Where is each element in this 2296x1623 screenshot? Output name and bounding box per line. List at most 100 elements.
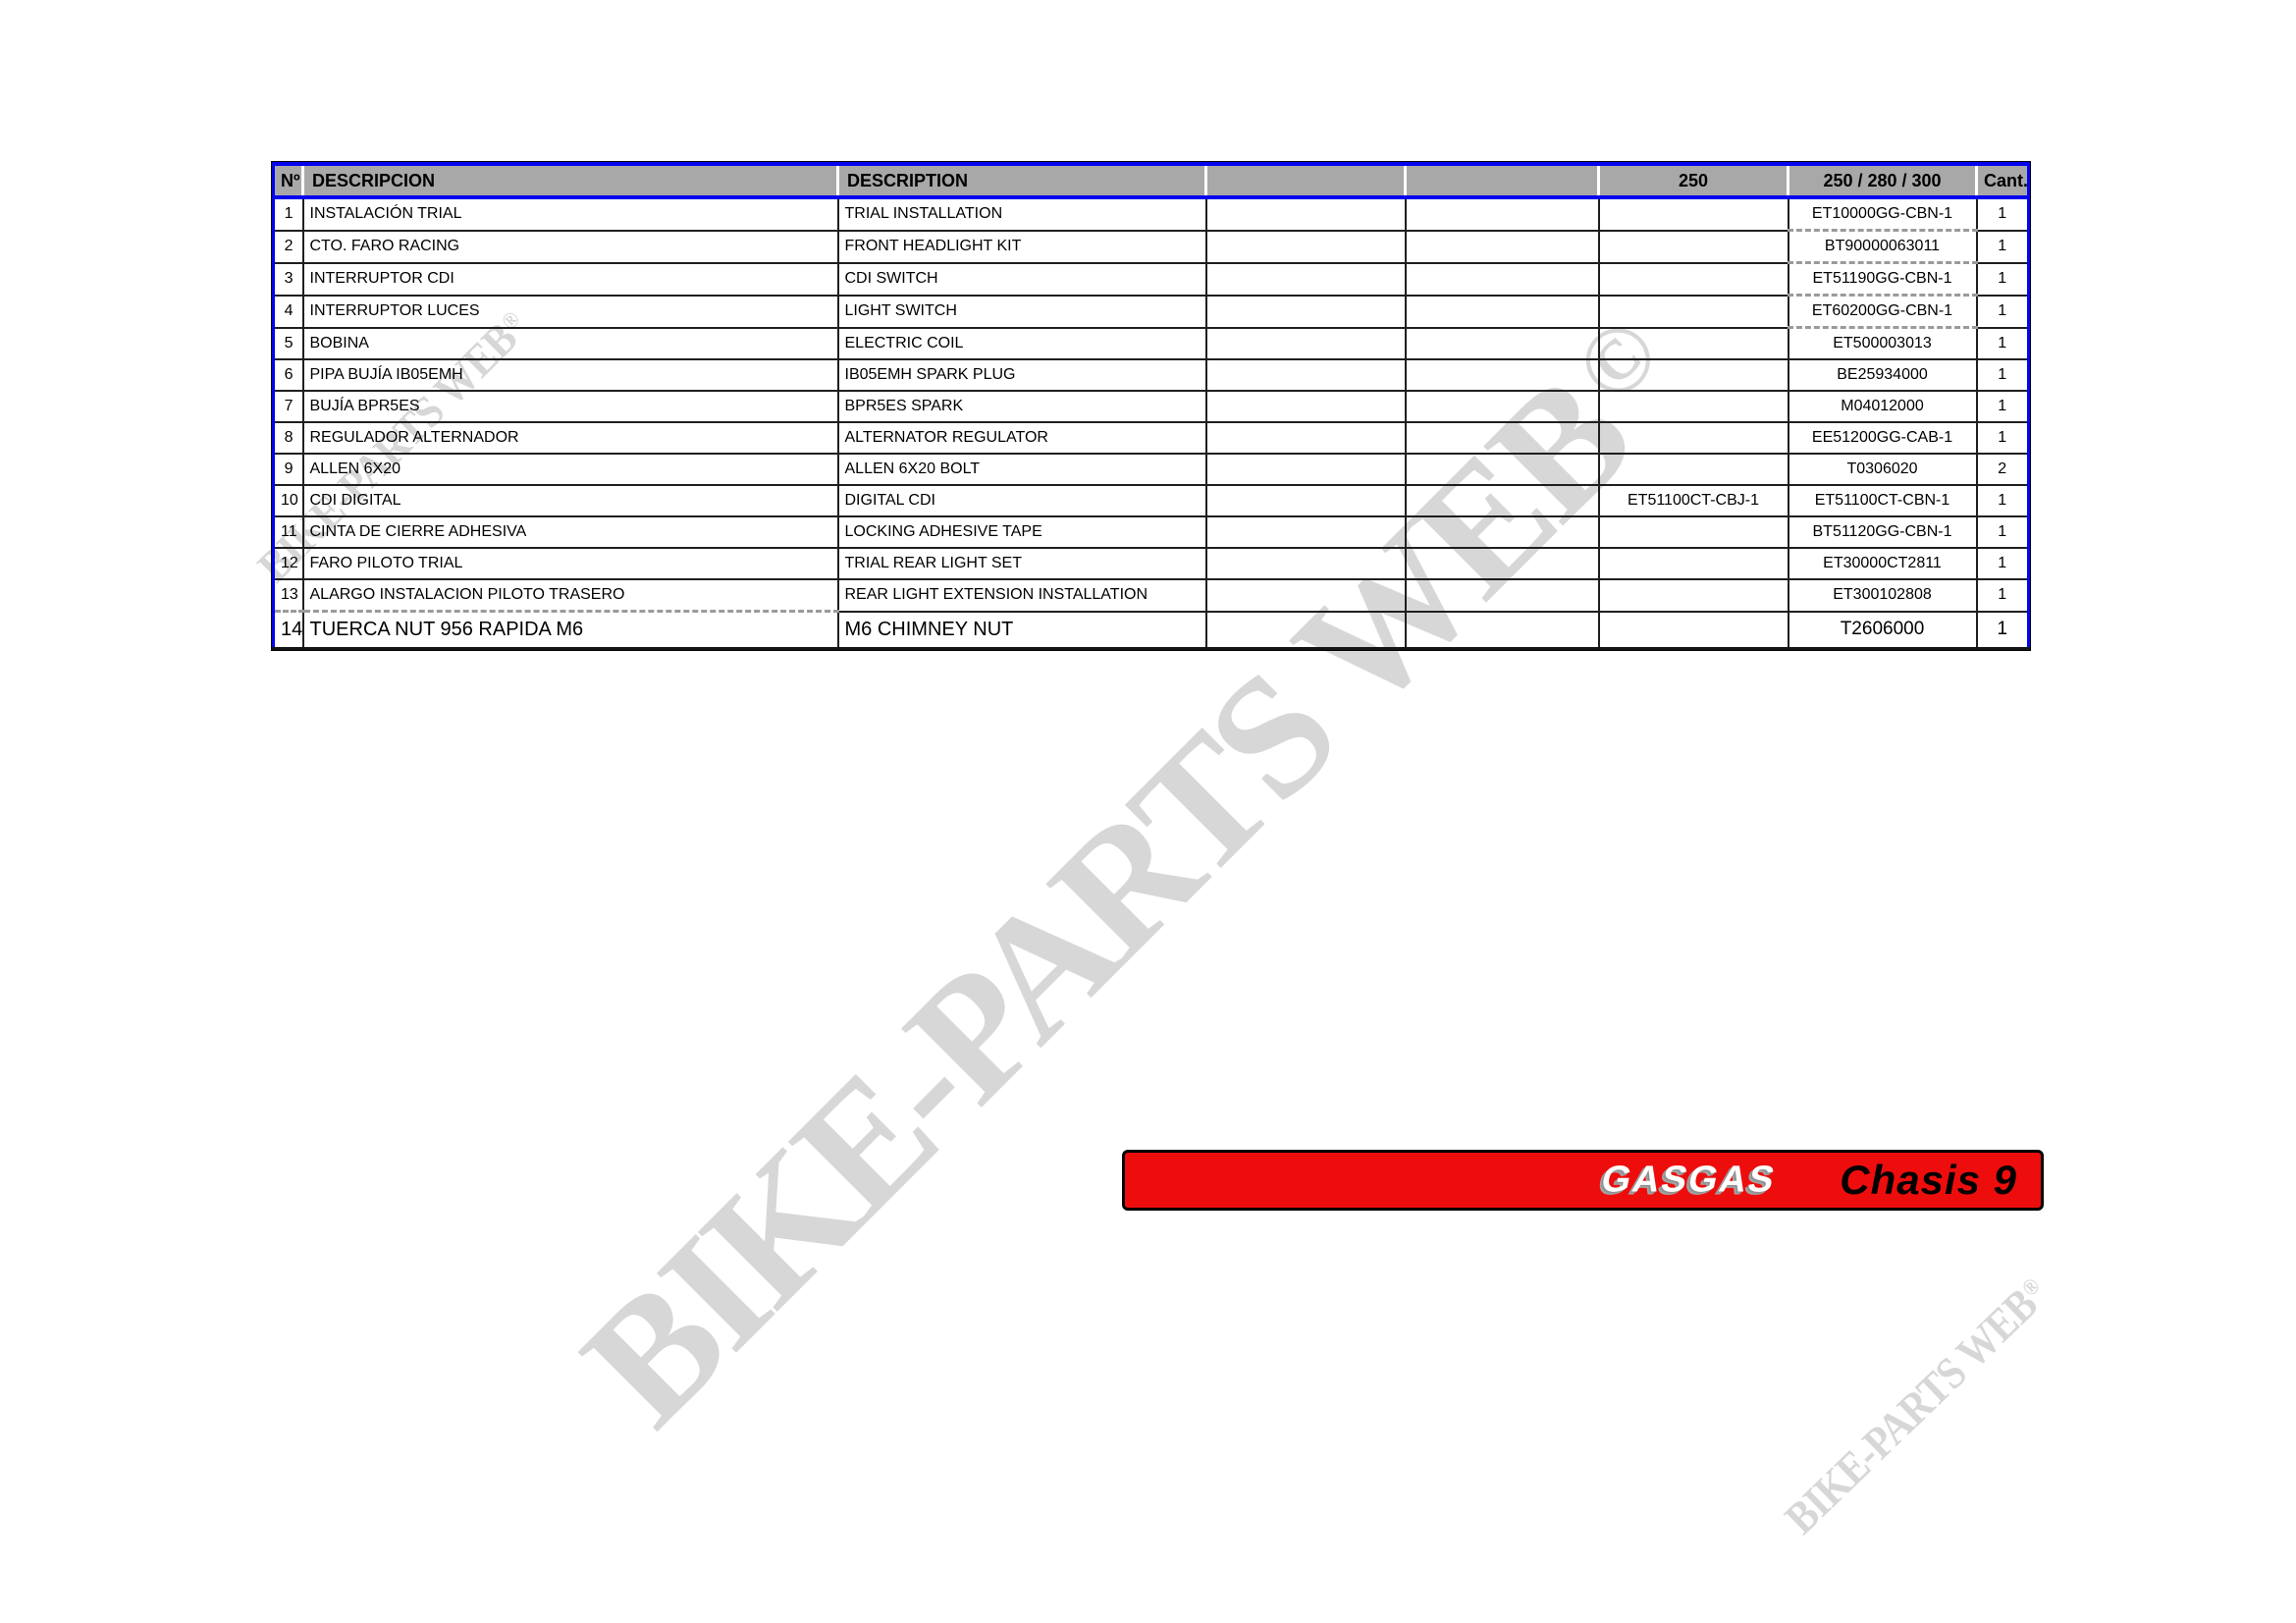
table-body: 1 INSTALACIÓN TRIAL TRIAL INSTALLATION ET10… — [272, 196, 2030, 650]
description-cell: BPR5ES SPARK — [836, 390, 1207, 423]
descripcion-cell: ALARGO INSTALACION PILOTO TRASERO — [301, 578, 839, 613]
ref-250-280-300-cell: BE25934000 — [1787, 358, 1978, 392]
gasgas-logo: GASGAS — [1597, 1159, 1781, 1201]
ref-250-cell — [1597, 358, 1789, 392]
watermark-text: BIKE-PARTS WEB — [1775, 1278, 2047, 1543]
table-row: 10 CDI DIGITAL DIGITAL CDI ET51100CT-CBJ-1 E… — [272, 484, 2030, 517]
descripcion-cell: INSTALACIÓN TRIAL — [301, 196, 839, 232]
brand-banner: GASGAS Chasis 9 — [1122, 1150, 2044, 1211]
col-header-number: Nº — [273, 162, 303, 199]
quantity-cell: 1 — [1975, 484, 2030, 517]
row-number-cell: 9 — [272, 453, 304, 486]
description-cell: FRONT HEADLIGHT KIT — [836, 229, 1207, 264]
quantity-cell: 1 — [1975, 358, 2030, 392]
descripcion-cell: INTERRUPTOR LUCES — [301, 294, 839, 329]
ref-250-280-300-cell: ET10000GG-CBN-1 — [1787, 196, 1978, 232]
table-row: 6 PIPA BUJÍA IB05EMH IB05EMH SPARK PLUG BE2… — [272, 358, 2030, 392]
blank-cell — [1204, 610, 1407, 650]
row-number-cell: 7 — [272, 390, 304, 423]
row-number-cell: 6 — [272, 358, 304, 392]
descripcion-cell: CTO. FARO RACING — [301, 229, 839, 264]
col-header-quantity: Cant. — [1975, 162, 2029, 199]
ref-250-cell — [1597, 547, 1789, 580]
blank-cell — [1204, 261, 1407, 297]
ref-250-280-300-cell: EE51200GG-CAB-1 — [1787, 421, 1978, 455]
description-cell: DIGITAL CDI — [836, 484, 1207, 517]
table-row: 14 TUERCA NUT 956 RAPIDA M6 M6 CHIMNEY NUT… — [272, 610, 2030, 650]
blank-cell — [1404, 515, 1600, 549]
blank-cell — [1404, 610, 1600, 650]
ref-250-280-300-cell: M04012000 — [1787, 390, 1978, 423]
blank-cell — [1404, 421, 1600, 455]
row-number-cell: 14 — [272, 610, 304, 650]
col-header-blank-2 — [1404, 162, 1599, 199]
description-cell: LOCKING ADHESIVE TAPE — [836, 515, 1207, 549]
ref-250-cell — [1597, 294, 1789, 329]
col-header-250: 250 — [1597, 162, 1789, 199]
blank-cell — [1204, 515, 1407, 549]
ref-250-cell: ET51100CT-CBJ-1 — [1597, 484, 1789, 517]
descripcion-cell: FARO PILOTO TRIAL — [301, 547, 839, 580]
row-number-cell: 3 — [272, 261, 304, 297]
quantity-cell: 1 — [1975, 196, 2030, 232]
quantity-cell: 1 — [1975, 326, 2030, 360]
descripcion-cell: INTERRUPTOR CDI — [301, 261, 839, 297]
table-row: 5 BOBINA ELECTRIC COIL ET500003013 1 — [272, 326, 2030, 360]
watermark-diagonal-bottom-right: BIKE-PARTS WEB® — [1775, 1268, 2057, 1543]
blank-cell — [1404, 547, 1600, 580]
blank-cell — [1204, 326, 1407, 360]
quantity-cell: 1 — [1975, 578, 2030, 613]
col-header-descripcion: DESCRIPCION — [301, 162, 838, 199]
row-number-cell: 1 — [272, 196, 304, 232]
ref-250-280-300-cell: ET30000CT2811 — [1787, 547, 1978, 580]
ref-250-280-300-cell: ET51100CT-CBN-1 — [1787, 484, 1978, 517]
description-cell: M6 CHIMNEY NUT — [836, 610, 1207, 650]
descripcion-cell: TUERCA NUT 956 RAPIDA M6 — [301, 610, 839, 650]
col-header-blank-1 — [1204, 162, 1406, 199]
ref-250-280-300-cell: ET500003013 — [1787, 326, 1978, 360]
table-row: 1 INSTALACIÓN TRIAL TRIAL INSTALLATION ET10… — [272, 196, 2030, 232]
table-row: 3 INTERRUPTOR CDI CDI SWITCH ET51190GG-CBN-… — [272, 261, 2030, 297]
quantity-cell: 1 — [1975, 547, 2030, 580]
descripcion-cell: REGULADOR ALTERNADOR — [301, 421, 839, 455]
blank-cell — [1204, 578, 1407, 613]
quantity-cell: 1 — [1975, 229, 2030, 264]
ref-250-280-300-cell: ET60200GG-CBN-1 — [1787, 294, 1978, 329]
description-cell: REAR LIGHT EXTENSION INSTALLATION — [836, 578, 1207, 613]
description-cell: TRIAL REAR LIGHT SET — [836, 547, 1207, 580]
descripcion-cell: CDI DIGITAL — [301, 484, 839, 517]
blank-cell — [1204, 484, 1407, 517]
description-cell: IB05EMH SPARK PLUG — [836, 358, 1207, 392]
table-row: 2 CTO. FARO RACING FRONT HEADLIGHT KIT BT90… — [272, 229, 2030, 264]
description-cell: CDI SWITCH — [836, 261, 1207, 297]
description-cell: LIGHT SWITCH — [836, 294, 1207, 329]
row-number-cell: 13 — [272, 578, 304, 613]
ref-250-cell — [1597, 261, 1789, 297]
ref-250-cell — [1597, 196, 1789, 232]
ref-250-cell — [1597, 515, 1789, 549]
blank-cell — [1404, 294, 1600, 329]
row-number-cell: 12 — [272, 547, 304, 580]
blank-cell — [1404, 326, 1600, 360]
quantity-cell: 1 — [1975, 515, 2030, 549]
descripcion-cell: BUJÍA BPR5ES — [301, 390, 839, 423]
ref-250-280-300-cell: ET300102808 — [1787, 578, 1978, 613]
row-number-cell: 5 — [272, 326, 304, 360]
blank-cell — [1404, 390, 1600, 423]
ref-250-280-300-cell: T0306020 — [1787, 453, 1978, 486]
row-number-cell: 4 — [272, 294, 304, 329]
chassis-label: Chasis 9 — [1840, 1157, 2017, 1203]
table-row: 11 CINTA DE CIERRE ADHESIVA LOCKING ADHESI… — [272, 515, 2030, 549]
descripcion-cell: ALLEN 6X20 — [301, 453, 839, 486]
row-number-cell: 10 — [272, 484, 304, 517]
description-cell: ALLEN 6X20 BOLT — [836, 453, 1207, 486]
blank-cell — [1404, 484, 1600, 517]
quantity-cell: 1 — [1975, 421, 2030, 455]
ref-250-cell — [1597, 229, 1789, 264]
table-row: 7 BUJÍA BPR5ES BPR5ES SPARK M04012000 1 — [272, 390, 2030, 423]
blank-cell — [1404, 578, 1600, 613]
quantity-cell: 1 — [1975, 294, 2030, 329]
quantity-cell: 1 — [1975, 610, 2030, 650]
blank-cell — [1404, 261, 1600, 297]
descripcion-cell: CINTA DE CIERRE ADHESIVA — [301, 515, 839, 549]
